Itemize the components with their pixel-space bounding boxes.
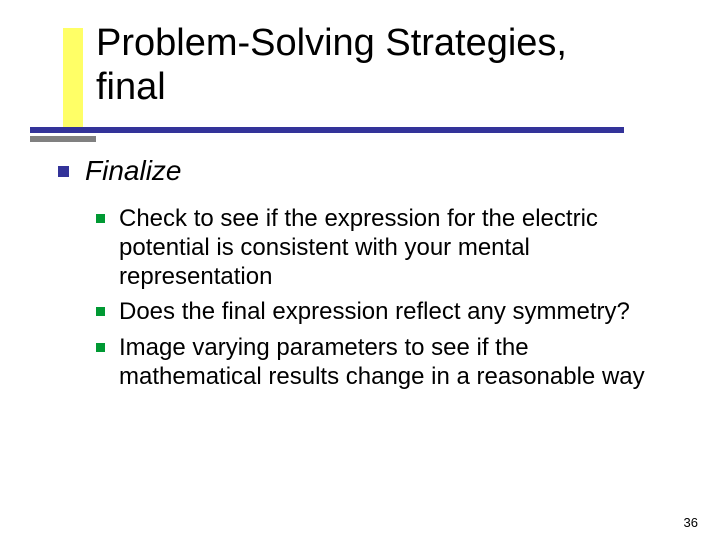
list-item-lvl2: Does the final expression reflect any sy… bbox=[96, 297, 668, 326]
lvl2-text: Does the final expression reflect any sy… bbox=[119, 297, 630, 326]
list-item-lvl2: Check to see if the expression for the e… bbox=[96, 204, 668, 292]
slide: Problem-Solving Strategies, final Finali… bbox=[0, 0, 720, 540]
square-bullet-icon bbox=[96, 214, 105, 223]
page-number: 36 bbox=[684, 515, 698, 530]
lvl2-list: Check to see if the expression for the e… bbox=[96, 204, 668, 392]
lvl1-label: Finalize bbox=[85, 154, 181, 188]
decoration-underline-long bbox=[30, 127, 624, 133]
lvl2-text: Image varying parameters to see if the m… bbox=[119, 333, 668, 392]
decoration-underline-short bbox=[30, 136, 96, 142]
decoration-vertical-bar bbox=[63, 28, 83, 133]
body-region: Finalize Check to see if the expression … bbox=[58, 154, 668, 397]
title-line-2: final bbox=[96, 66, 166, 108]
square-bullet-icon bbox=[96, 307, 105, 316]
lvl2-text: Check to see if the expression for the e… bbox=[119, 204, 668, 292]
slide-title: Problem-Solving Strategies, final bbox=[96, 22, 567, 109]
list-item-lvl2: Image varying parameters to see if the m… bbox=[96, 333, 668, 392]
title-region: Problem-Solving Strategies, final bbox=[0, 10, 720, 140]
title-line-1: Problem-Solving Strategies, bbox=[96, 22, 567, 64]
list-item-lvl1: Finalize bbox=[58, 154, 668, 188]
square-bullet-icon bbox=[58, 166, 69, 177]
square-bullet-icon bbox=[96, 343, 105, 352]
